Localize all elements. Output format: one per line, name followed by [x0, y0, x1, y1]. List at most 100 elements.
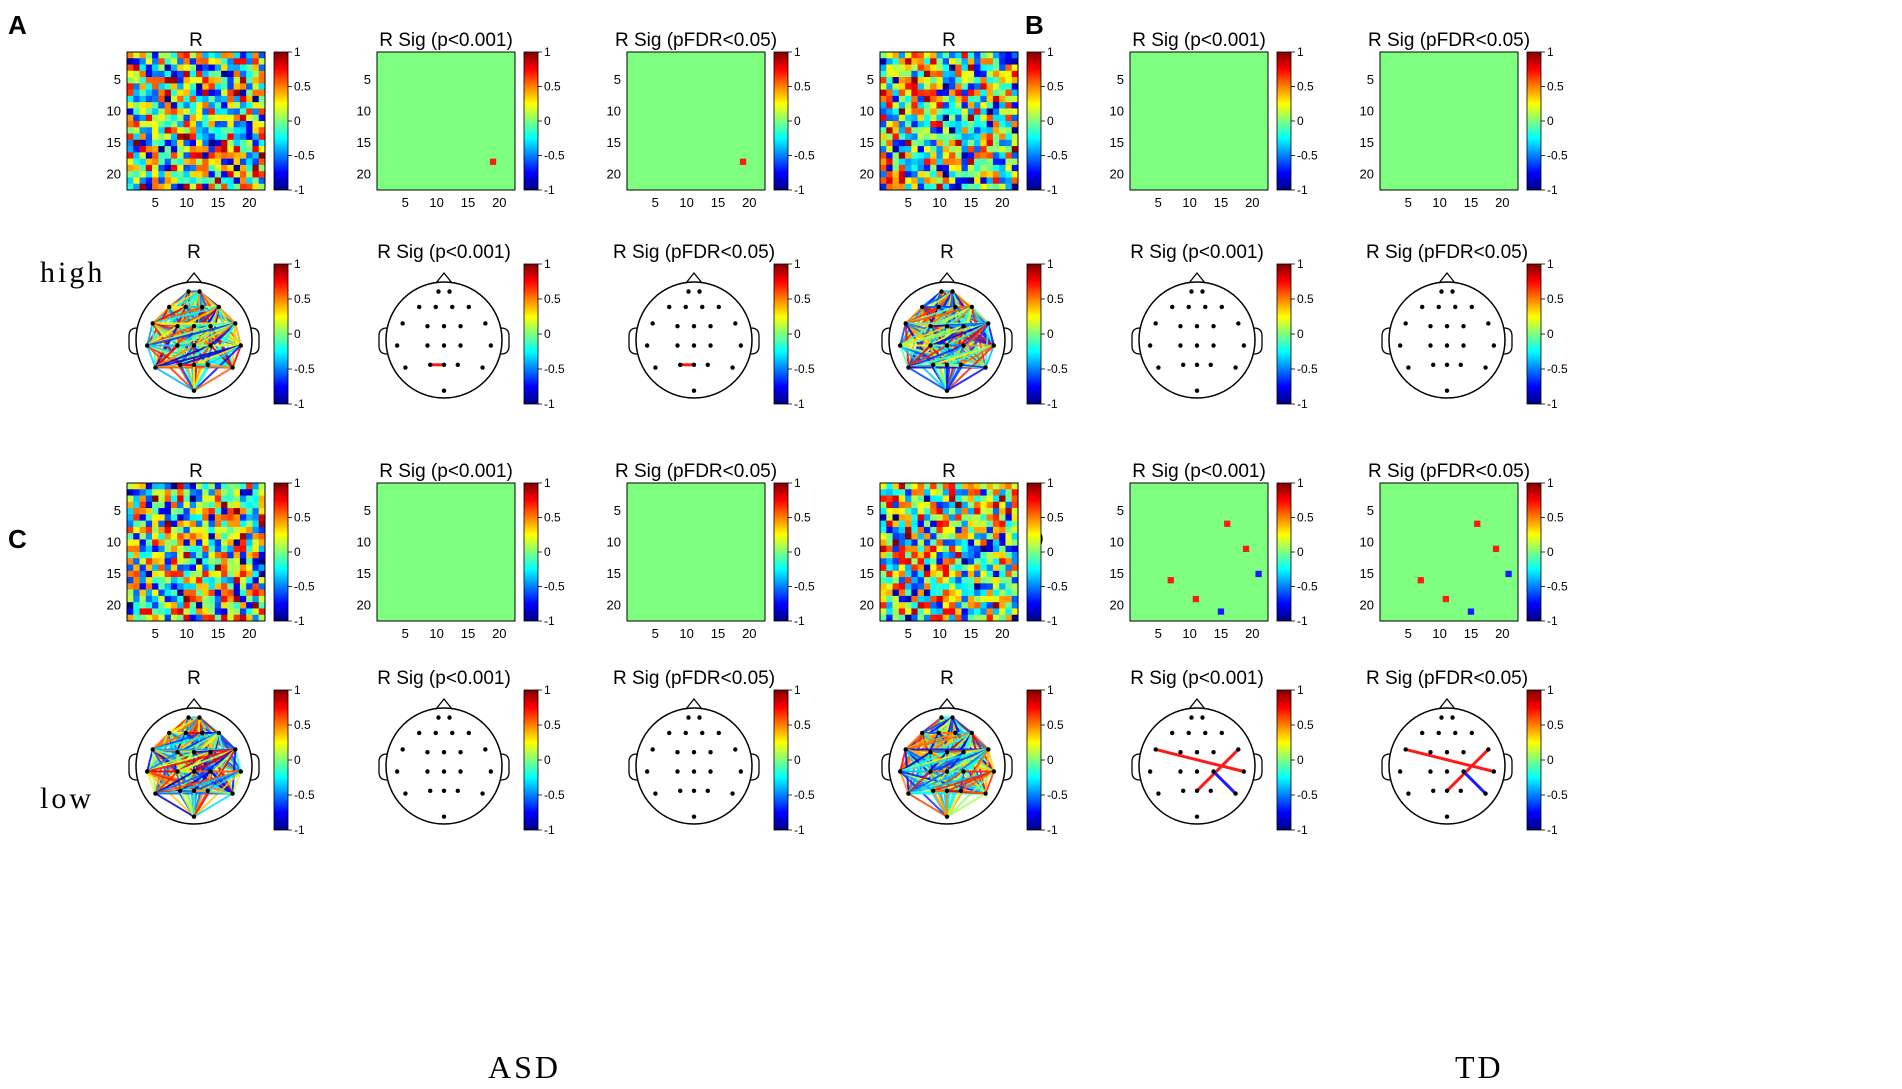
- heatmap-cell: [974, 83, 981, 90]
- heatmap-cell: [974, 539, 981, 547]
- matrix-colorbar: [273, 482, 289, 622]
- head-title: R Sig (p<0.001): [1130, 242, 1264, 263]
- right-ear: [1253, 753, 1263, 781]
- x-tick-label: 10: [932, 626, 946, 641]
- heatmap-cell: [202, 589, 209, 597]
- heatmap-cell: [164, 589, 172, 597]
- heatmap-cell: [133, 158, 140, 166]
- heatmap-cell: [898, 489, 906, 496]
- heatmap-cell: [930, 483, 937, 490]
- heatmap-cell: [183, 77, 191, 84]
- heatmap-cell: [992, 558, 1000, 565]
- heatmap-cell: [183, 545, 191, 553]
- heatmap-cell: [196, 146, 203, 153]
- heatmap-cell: [999, 508, 1006, 515]
- heatmap-cell: [986, 158, 994, 166]
- heatmap-cell: [923, 58, 931, 65]
- heatmap-cell: [911, 171, 918, 178]
- heatmap-cell: [258, 64, 266, 72]
- heatmap-cell: [942, 520, 950, 528]
- heatmap-cell: [967, 102, 975, 109]
- heatmap-cell: [955, 583, 962, 590]
- heatmap-background: [377, 52, 515, 190]
- heatmap-cell: [999, 177, 1006, 185]
- electrode-dot: [705, 362, 710, 367]
- heatmap-cell: [961, 526, 969, 534]
- connection-line: [904, 306, 923, 325]
- electrode-dot: [1200, 715, 1205, 720]
- heatmap-cell: [886, 83, 893, 90]
- connection-line: [146, 751, 179, 773]
- heatmap-cell: [898, 183, 906, 191]
- heatmap-cell: [886, 595, 893, 603]
- heatmap-cell: [239, 127, 247, 134]
- heatmap-cell: [214, 501, 222, 509]
- heatmap-cell: [974, 158, 981, 166]
- matrix-colorbar-label: 0.5: [1297, 511, 1314, 525]
- heatmap-cell: [139, 139, 147, 147]
- electrode-dot: [1189, 289, 1194, 294]
- heatmap-cell: [961, 577, 969, 584]
- heatmap-cell: [239, 558, 247, 565]
- heatmap-cell: [133, 52, 140, 59]
- heatmap-cell: [170, 70, 178, 78]
- heatmap-cell: [880, 558, 887, 565]
- heatmap-cell: [980, 121, 987, 128]
- connection-line: [154, 751, 179, 795]
- significant-cell: [1224, 520, 1231, 527]
- heatmap-cell: [911, 577, 918, 584]
- y-tick-label: 10: [860, 535, 874, 550]
- heatmap-cell: [189, 489, 197, 496]
- electrode-dot: [944, 343, 950, 348]
- heatmap-cell: [892, 114, 900, 122]
- right-ear: [1503, 327, 1513, 355]
- head-colorbar-label: -1: [294, 397, 305, 411]
- y-tick-label: 5: [114, 72, 121, 87]
- heatmap-cell: [923, 514, 931, 521]
- connection-line: [154, 325, 179, 369]
- heatmap-cell: [246, 133, 253, 141]
- heatmap-cell: [227, 602, 234, 609]
- electrode-dot: [1186, 304, 1191, 310]
- right-ear: [1003, 753, 1013, 781]
- heatmap-cell: [905, 552, 912, 559]
- heatmap-cell: [177, 164, 184, 172]
- heatmap-cell: [942, 501, 950, 509]
- heatmap-cell: [233, 501, 241, 509]
- heatmap-cell: [961, 514, 969, 521]
- heatmap-cell: [170, 602, 178, 609]
- heatmap-cell: [227, 583, 234, 590]
- heatmap-cell: [145, 602, 153, 609]
- heatmap-cell: [1011, 127, 1019, 134]
- heatmap-cell: [170, 558, 178, 565]
- electrode-dot: [691, 750, 697, 755]
- heatmap-cell: [886, 552, 893, 559]
- heatmap-cell: [158, 121, 165, 128]
- heatmap-cell: [992, 89, 1000, 97]
- heatmap-cell: [139, 64, 147, 72]
- electrode-dot: [691, 362, 697, 367]
- heatmap-cell: [189, 564, 197, 572]
- heatmap-cell: [246, 77, 253, 84]
- heatmap-cell: [974, 58, 981, 65]
- heatmap-cell: [133, 108, 140, 116]
- heatmap-cell: [158, 108, 165, 116]
- heatmap-cell: [967, 83, 975, 90]
- heatmap-cell: [999, 614, 1006, 622]
- heatmap-cell: [949, 146, 956, 153]
- heatmap-cell: [133, 577, 140, 584]
- heatmap-cell: [949, 558, 956, 565]
- heatmap-cell: [955, 52, 962, 59]
- heatmap-cell: [886, 545, 893, 553]
- electrode-dot: [1436, 730, 1441, 736]
- heatmap-cell: [980, 127, 987, 134]
- heatmap-cell: [955, 589, 962, 597]
- heatmap-cell: [917, 146, 925, 153]
- electrode-dot: [1219, 304, 1224, 310]
- significant-cell: [1167, 577, 1174, 584]
- electrode-dot: [1236, 747, 1241, 752]
- x-tick-label: 10: [179, 195, 193, 210]
- heatmap-cell: [892, 70, 900, 78]
- heatmap-cell: [923, 108, 931, 116]
- heatmap-cell: [917, 526, 925, 534]
